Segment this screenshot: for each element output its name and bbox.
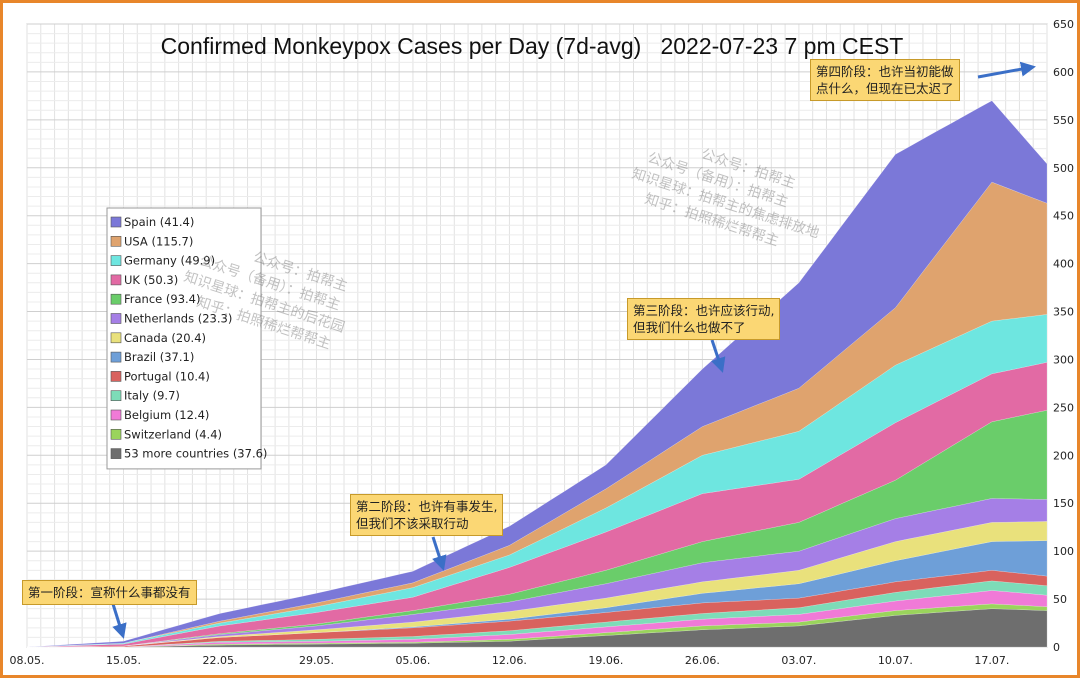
- legend-entry: Switzerland (4.4): [124, 427, 222, 441]
- series-area: [26, 181, 1048, 648]
- x-tick-label: 26.06.: [685, 654, 720, 667]
- y-tick-label: 450: [1053, 210, 1074, 223]
- legend-swatch: [110, 255, 122, 266]
- y-tick-label: 250: [1053, 401, 1074, 414]
- legend-entry: Belgium (12.4): [124, 408, 209, 422]
- x-tick-label: 03.07.: [781, 654, 816, 667]
- legend-swatch: [110, 390, 122, 402]
- chart-title: Confirmed Monkeypox Cases per Day (7d-av…: [161, 33, 904, 59]
- legend-swatch: [110, 409, 122, 421]
- y-tick-label: 50: [1053, 593, 1067, 606]
- annotation-stage-1: 第一阶段：宣称什么事都没有: [22, 580, 197, 605]
- legend-swatch: [110, 313, 122, 324]
- annotation-arrow: [977, 61, 1036, 79]
- legend-swatch: [110, 293, 122, 305]
- legend-swatch: [110, 332, 122, 344]
- legend-entry: 53 more countries (37.6): [124, 447, 267, 461]
- annotation-arrow: [431, 536, 447, 571]
- axes: 0 50 100 150 200 250 300 350 400 450 500 550 600 650 0…: [10, 18, 1075, 667]
- legend-swatch: [110, 428, 122, 440]
- legend-entry: Brazil (37.1): [124, 350, 194, 364]
- x-tick-label: 22.05.: [202, 654, 237, 667]
- x-tick-label: 17.07.: [974, 654, 1009, 667]
- legend-entry: France (93.4): [124, 292, 200, 306]
- legend-box: [106, 207, 262, 470]
- x-tick-label: 29.05.: [299, 654, 334, 667]
- y-tick-label: 350: [1053, 306, 1074, 319]
- x-tick-label: 19.06.: [588, 654, 623, 667]
- legend-swatch: [110, 448, 122, 459]
- legend-entry: Netherlands (23.3): [124, 312, 232, 326]
- x-tick-label: 05.06.: [395, 654, 430, 667]
- legend-entry: USA (115.7): [124, 234, 193, 248]
- x-tick-label: 15.05.: [106, 654, 141, 667]
- legend-entry: Spain (41.4): [124, 215, 194, 229]
- series-area: [26, 314, 1048, 648]
- series-area: [27, 603, 1048, 648]
- y-tick-label: 0: [1053, 641, 1060, 654]
- legend: Spain (41.4) USA (115.7) Germany (49.9) UK …: [106, 207, 267, 470]
- annotation-stage-2: 第二阶段：也许有事发生, 但我们不该采取行动: [350, 494, 504, 536]
- y-tick-label: 600: [1053, 66, 1074, 79]
- annotation-stage-4: 第四阶段：也许当初能做 点什么，但现在已太迟了: [810, 59, 960, 101]
- legend-entry: Canada (20.4): [124, 331, 206, 345]
- y-tick-label: 650: [1053, 18, 1074, 31]
- legend-entry: Germany (49.9): [124, 254, 215, 268]
- annotation-arrow: [710, 339, 726, 373]
- x-tick-label: 12.06.: [492, 654, 527, 667]
- series-area: [26, 100, 1048, 648]
- legend-entry: Italy (9.7): [124, 389, 180, 403]
- y-tick-label: 150: [1053, 497, 1074, 510]
- y-tick-label: 500: [1053, 162, 1074, 175]
- legend-swatch: [110, 236, 122, 247]
- legend-swatch: [110, 274, 122, 286]
- legend-swatch: [110, 351, 122, 363]
- annotation-arrow: [111, 603, 127, 639]
- series-area: [26, 540, 1048, 648]
- y-tick-label: 400: [1053, 258, 1074, 271]
- y-tick-label: 300: [1053, 353, 1074, 366]
- x-tick-label: 08.05.: [10, 654, 45, 667]
- y-tick-label: 100: [1053, 545, 1074, 558]
- y-tick-label: 550: [1053, 114, 1074, 127]
- legend-entry: UK (50.3): [124, 273, 178, 287]
- legend-entry: Portugal (10.4): [124, 369, 210, 383]
- stacked-areas: [26, 100, 1048, 648]
- y-tick-label: 200: [1053, 449, 1074, 462]
- legend-swatch: [110, 371, 122, 382]
- annotation-stage-3: 第三阶段：也许应该行动, 但我们什么也做不了: [627, 298, 781, 340]
- annotation-arrows: [111, 61, 1036, 639]
- x-tick-label: 10.07.: [878, 654, 913, 667]
- legend-swatch: [110, 216, 122, 228]
